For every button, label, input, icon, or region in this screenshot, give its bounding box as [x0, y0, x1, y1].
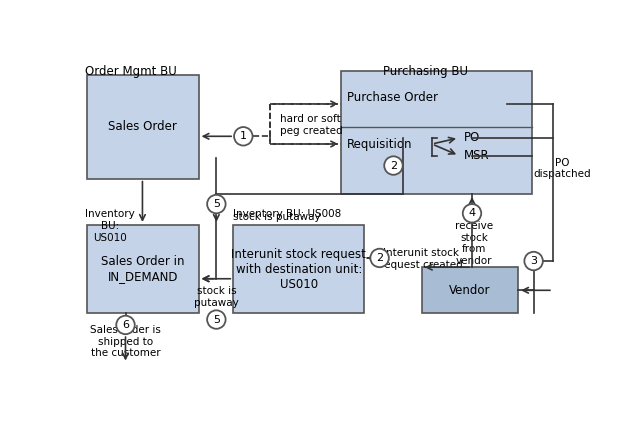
- Text: 5: 5: [213, 199, 220, 209]
- Circle shape: [524, 252, 543, 270]
- Bar: [341, 71, 532, 194]
- Text: 5: 5: [213, 315, 220, 325]
- Bar: [233, 225, 364, 313]
- Text: receive
stock
from
vendor: receive stock from vendor: [455, 221, 493, 266]
- Text: Inventory
BU:
US010: Inventory BU: US010: [85, 209, 135, 243]
- Circle shape: [207, 195, 226, 213]
- Text: PO
dispatched: PO dispatched: [534, 158, 592, 179]
- Text: 3: 3: [530, 256, 537, 266]
- Text: 2: 2: [376, 253, 383, 263]
- Text: Sales Order: Sales Order: [108, 120, 177, 133]
- Text: 4: 4: [468, 208, 476, 218]
- Text: Interunit stock
request created: Interunit stock request created: [379, 248, 462, 270]
- Text: stock is
putaway: stock is putaway: [194, 286, 239, 308]
- Text: Inventory BU: US008: Inventory BU: US008: [233, 209, 341, 219]
- Text: Interunit stock request
with destination unit:
US010: Interunit stock request with destination…: [231, 248, 366, 291]
- Bar: [87, 75, 198, 178]
- Circle shape: [370, 249, 389, 267]
- Circle shape: [234, 127, 253, 145]
- Text: hard or soft
peg created: hard or soft peg created: [279, 114, 342, 135]
- Text: Vendor: Vendor: [449, 284, 491, 297]
- Text: Sales order is
shipped to
the customer: Sales order is shipped to the customer: [90, 325, 161, 358]
- Circle shape: [116, 316, 135, 334]
- Text: Sales Order in
IN_DEMAND: Sales Order in IN_DEMAND: [101, 255, 185, 283]
- Text: Purchase Order: Purchase Order: [347, 91, 439, 104]
- Text: Purchasing BU: Purchasing BU: [383, 65, 468, 78]
- Text: 2: 2: [390, 160, 397, 171]
- Bar: [87, 225, 198, 313]
- Circle shape: [384, 157, 402, 175]
- Text: Order Mgmt BU: Order Mgmt BU: [85, 65, 177, 78]
- Text: 1: 1: [240, 131, 247, 141]
- Text: stock is putaway: stock is putaway: [233, 212, 321, 222]
- Text: PO: PO: [464, 131, 481, 144]
- Circle shape: [207, 310, 226, 329]
- Circle shape: [463, 204, 481, 223]
- Text: Requisition: Requisition: [347, 138, 413, 150]
- Text: 6: 6: [122, 320, 129, 330]
- Bar: [422, 267, 518, 313]
- Text: MSR: MSR: [464, 149, 490, 162]
